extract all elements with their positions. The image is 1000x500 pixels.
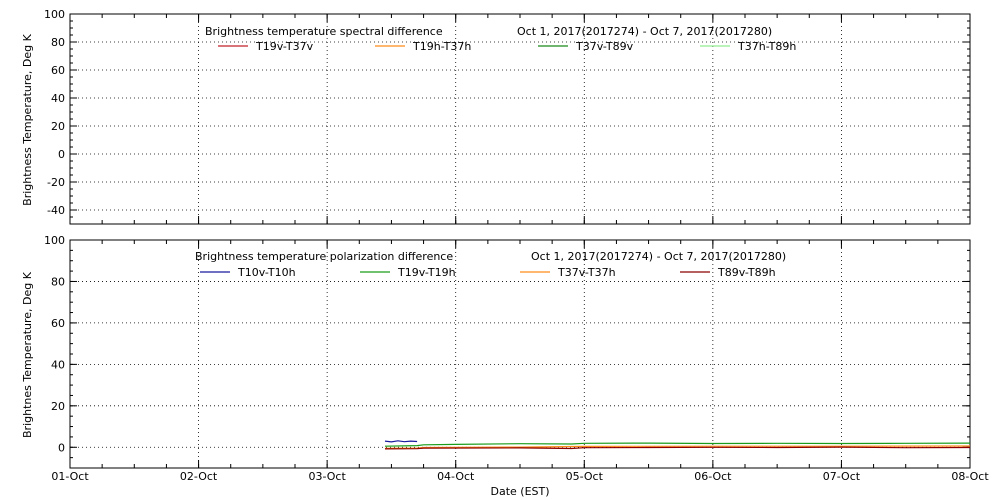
panel-spectral-title: Brightness temperature spectral differen… (205, 25, 443, 38)
x-tick-label: 02-Oct (180, 470, 218, 483)
plot-frame (69, 13, 971, 225)
legend-label: T19v-T19h (397, 266, 456, 279)
legend-label: T10v-T10h (237, 266, 296, 279)
y-tick-label: 100 (44, 8, 65, 21)
y-tick-label: 20 (51, 120, 65, 133)
panel-spectral-ylabel: Brightness Temperature, Deg K (21, 33, 34, 205)
x-tick-label: 04-Oct (437, 470, 475, 483)
x-tick-label: 07-Oct (823, 470, 861, 483)
y-tick-label: 60 (51, 317, 65, 330)
y-tick-label: 20 (51, 400, 65, 413)
x-tick-label: 08-Oct (951, 470, 989, 483)
y-tick-label: -40 (47, 204, 65, 217)
legend-label: T19h-T37h (412, 40, 471, 53)
plot-area-0: -40 -20 0 20 40 60 80 100 T19v-T37v T19h-T37h T37v… (44, 8, 971, 225)
y-tick-label: -20 (47, 176, 65, 189)
y-tick-label: 40 (51, 358, 65, 371)
x-axis-label: Date (EST) (490, 485, 549, 498)
y-tick-label: 40 (51, 92, 65, 105)
legend-label: T37v-T89v (575, 40, 634, 53)
plot-frame (69, 239, 971, 469)
legend-label: T37h-T89h (737, 40, 796, 53)
y-tick-label: 0 (58, 441, 65, 454)
panel-polarization-difference: Brightness temperature polarization diff… (21, 250, 786, 498)
y-tick-label: 80 (51, 275, 65, 288)
panel-polarization-date-range: Oct 1, 2017(2017274) - Oct 7, 2017(20172… (531, 250, 786, 263)
y-tick-label: 60 (51, 64, 65, 77)
x-tick-label: 01-Oct (51, 470, 89, 483)
panel-spectral-difference: Brightness temperature spectral differen… (21, 25, 772, 206)
series-line-T19v-T19h (384, 442, 971, 447)
legend-label: T89v-T89h (717, 266, 776, 279)
series-line-T10v-T10h (384, 440, 418, 443)
x-tick-label: 05-Oct (566, 470, 604, 483)
y-tick-label: 80 (51, 36, 65, 49)
plot-area-1: 0 20 40 60 80 100 01-Oct 02-Oct 03-Oct 04-Oct 05-O… (44, 234, 989, 483)
legend-label: T19v-T37v (255, 40, 314, 53)
y-tick-label: 0 (58, 148, 65, 161)
panel-polarization-ylabel: Brightnes Temperature, Deg K (21, 271, 34, 438)
x-tick-label: 03-Oct (308, 470, 346, 483)
panel-spectral-date-range: Oct 1, 2017(2017274) - Oct 7, 2017(20172… (517, 25, 772, 38)
x-tick-label: 06-Oct (694, 470, 732, 483)
y-tick-label: 100 (44, 234, 65, 247)
series-line-T89v-T89h (384, 446, 971, 450)
legend-label: T37v-T37h (557, 266, 616, 279)
panel-polarization-title: Brightness temperature polarization diff… (195, 250, 453, 263)
